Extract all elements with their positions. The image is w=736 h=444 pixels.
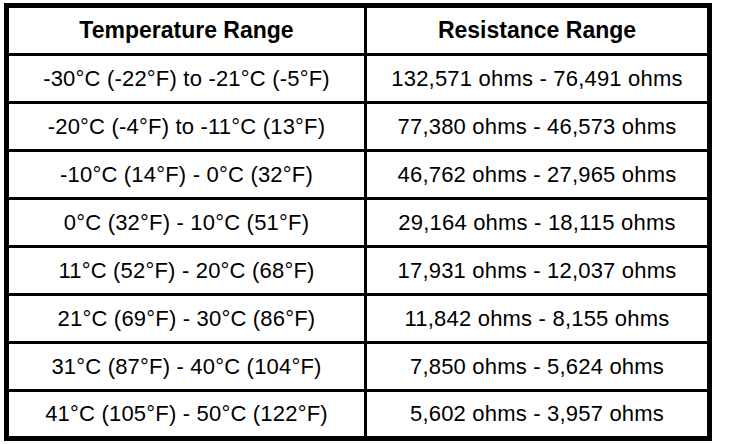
table-row: 31°C (87°F) - 40°C (104°F) 7,850 ohms - … (7, 343, 710, 391)
resistance-cell: 77,380 ohms - 46,573 ohms (366, 103, 710, 151)
table-row: 0°C (32°F) - 10°C (51°F) 29,164 ohms - 1… (7, 199, 710, 247)
temperature-cell: -30°C (-22°F) to -21°C (-5°F) (7, 55, 366, 103)
column-header-resistance: Resistance Range (366, 6, 710, 55)
resistance-cell: 29,164 ohms - 18,115 ohms (366, 199, 710, 247)
table-row: -20°C (-4°F) to -11°C (13°F) 77,380 ohms… (7, 103, 710, 151)
resistance-cell: 11,842 ohms - 8,155 ohms (366, 295, 710, 343)
resistance-cell: 5,602 ohms - 3,957 ohms (366, 391, 710, 439)
table-row: 11°C (52°F) - 20°C (68°F) 17,931 ohms - … (7, 247, 710, 295)
table-row: -30°C (-22°F) to -21°C (-5°F) 132,571 oh… (7, 55, 710, 103)
resistance-cell: 46,762 ohms - 27,965 ohms (366, 151, 710, 199)
resistance-cell: 7,850 ohms - 5,624 ohms (366, 343, 710, 391)
table-row: -10°C (14°F) - 0°C (32°F) 46,762 ohms - … (7, 151, 710, 199)
temperature-cell: 0°C (32°F) - 10°C (51°F) (7, 199, 366, 247)
column-header-temperature: Temperature Range (7, 6, 366, 55)
page: Temperature Range Resistance Range -30°C… (0, 0, 736, 444)
temperature-cell: -10°C (14°F) - 0°C (32°F) (7, 151, 366, 199)
temperature-cell: -20°C (-4°F) to -11°C (13°F) (7, 103, 366, 151)
temperature-cell: 31°C (87°F) - 40°C (104°F) (7, 343, 366, 391)
table-row: 41°C (105°F) - 50°C (122°F) 5,602 ohms -… (7, 391, 710, 439)
resistance-cell: 17,931 ohms - 12,037 ohms (366, 247, 710, 295)
temperature-cell: 11°C (52°F) - 20°C (68°F) (7, 247, 366, 295)
temperature-cell: 21°C (69°F) - 30°C (86°F) (7, 295, 366, 343)
temperature-resistance-table: Temperature Range Resistance Range -30°C… (4, 3, 712, 441)
resistance-cell: 132,571 ohms - 76,491 ohms (366, 55, 710, 103)
temperature-cell: 41°C (105°F) - 50°C (122°F) (7, 391, 366, 439)
header-row: Temperature Range Resistance Range (7, 6, 710, 55)
table-row: 21°C (69°F) - 30°C (86°F) 11,842 ohms - … (7, 295, 710, 343)
